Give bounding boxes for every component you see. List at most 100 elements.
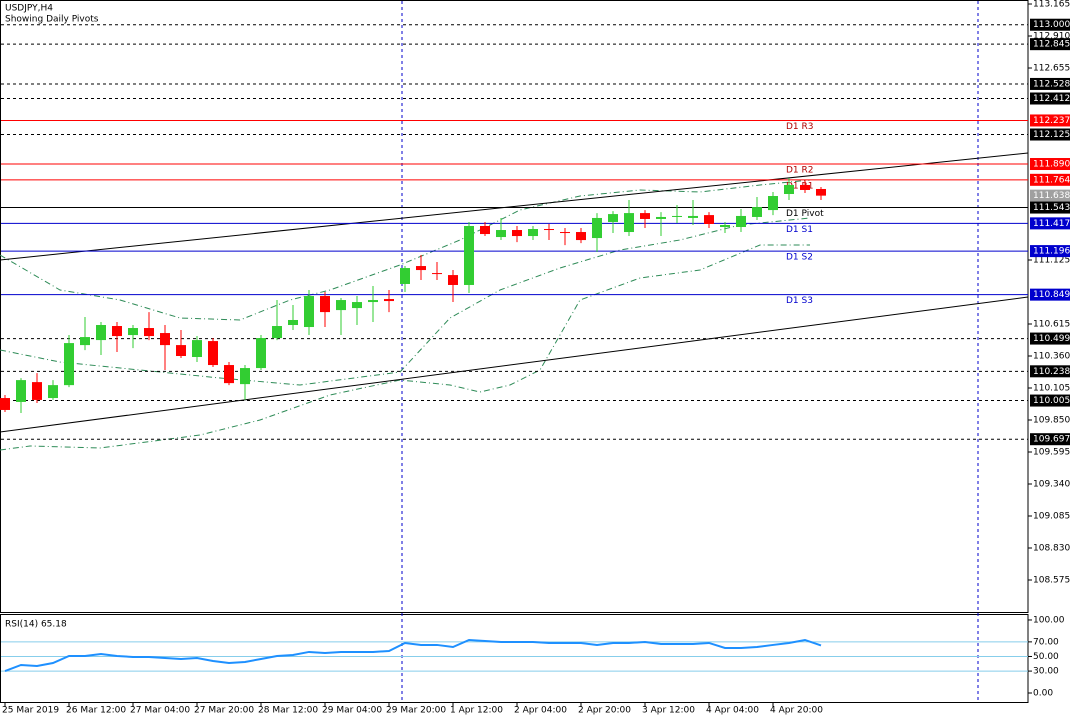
x-tick-label: 29 Mar 20:00 <box>386 706 446 716</box>
level-label: 110.499 <box>1033 334 1070 344</box>
level-label: 111.417 <box>1033 219 1070 229</box>
candle-body <box>368 300 378 303</box>
rsi-panel-frame <box>0 614 1029 703</box>
candle-body <box>640 213 650 219</box>
level-box <box>1030 217 1070 230</box>
candle-body <box>480 226 490 235</box>
rsi-y-tick-label: 100.00 <box>1033 615 1065 625</box>
candle-body <box>432 273 442 275</box>
level-label: 111.764 <box>1033 175 1070 185</box>
level-box <box>1030 128 1070 141</box>
x-tick-label: 25 Mar 2019 <box>2 706 59 716</box>
level-label: 112.845 <box>1033 40 1070 50</box>
level-label: 112.412 <box>1033 94 1070 104</box>
candle-body <box>128 328 138 336</box>
candle-body <box>192 340 202 358</box>
candle-body <box>240 368 250 385</box>
candle-body <box>448 275 458 285</box>
x-tick-label: 27 Mar 04:00 <box>130 706 190 716</box>
candle-body <box>528 229 538 237</box>
level-name: D1 R1 <box>786 181 814 191</box>
candle-body <box>96 325 106 341</box>
rsi-y-tick-label: 30.00 <box>1033 667 1059 677</box>
candle-body <box>608 214 618 222</box>
rsi-line <box>4 638 822 672</box>
level-label: 112.125 <box>1033 130 1070 140</box>
y-tick-label: 110.105 <box>1033 384 1070 394</box>
candle-body <box>320 296 330 313</box>
y-tick-label: 109.085 <box>1033 512 1070 522</box>
candle-body <box>784 184 794 195</box>
level-label: 112.237 <box>1033 116 1070 126</box>
level-label: 110.849 <box>1033 290 1070 300</box>
candle-body <box>304 296 314 328</box>
x-tick-label: 4 Apr 20:00 <box>770 706 823 716</box>
x-tick-label: 4 Apr 04:00 <box>706 706 759 716</box>
level-box <box>1030 189 1070 202</box>
level-box <box>1030 92 1070 105</box>
y-tick-label: 109.850 <box>1033 416 1070 426</box>
candle-body <box>16 380 26 402</box>
chart-title: USDJPY,H4 <box>5 4 53 14</box>
candle-body <box>288 319 298 326</box>
level-box <box>1030 433 1070 446</box>
y-tick-label: 109.595 <box>1033 448 1070 458</box>
y-tick-label: 110.615 <box>1033 320 1070 330</box>
candle-body <box>176 345 186 357</box>
rsi-y-tick-label: 0.00 <box>1033 688 1053 698</box>
candle-body <box>64 343 74 386</box>
level-box <box>1030 245 1070 258</box>
level-box <box>1030 365 1070 378</box>
candle-body <box>208 341 218 366</box>
level-box <box>1030 394 1070 407</box>
y-tick-label: 110.360 <box>1033 352 1070 362</box>
level-box <box>1030 18 1070 31</box>
level-box <box>1030 158 1070 171</box>
level-label: 111.890 <box>1033 160 1070 170</box>
candle-body <box>384 299 394 302</box>
level-name: D1 S2 <box>786 253 813 263</box>
trend-line <box>0 296 1029 433</box>
y-tick-label: 112.910 <box>1033 32 1070 42</box>
y-tick-label: 111.125 <box>1033 256 1070 266</box>
candle-body <box>720 224 730 228</box>
band-upper <box>0 179 811 321</box>
rsi-y-tick-label: 50.00 <box>1033 652 1059 662</box>
y-tick-label: 112.655 <box>1033 64 1070 74</box>
candle-body <box>688 215 698 218</box>
candle-body <box>144 328 154 337</box>
candle-body <box>624 213 634 233</box>
level-box <box>1030 38 1070 51</box>
level-name: D1 S1 <box>786 225 813 235</box>
level-box <box>1030 173 1070 186</box>
candle-body <box>752 207 762 217</box>
y-tick-label: 108.575 <box>1033 576 1070 586</box>
rsi-title: RSI(14) 65.18 <box>5 620 67 630</box>
x-tick-label: 2 Apr 04:00 <box>514 706 567 716</box>
level-label: 110.238 <box>1033 367 1070 377</box>
candle-body <box>800 184 810 190</box>
x-tick-label: 26 Mar 12:00 <box>66 706 126 716</box>
level-box <box>1030 288 1070 301</box>
candle-body <box>512 230 522 237</box>
candle-body <box>80 337 90 346</box>
x-tick-label: 28 Mar 12:00 <box>258 706 318 716</box>
candle-body <box>576 232 586 241</box>
candle-body <box>336 300 346 311</box>
candle-body <box>464 226 474 285</box>
rsi-y-tick-label: 70.00 <box>1033 637 1059 647</box>
level-box <box>1030 77 1070 90</box>
candle-body <box>560 232 570 234</box>
level-label: 113.000 <box>1033 20 1070 30</box>
level-label: 109.697 <box>1033 435 1070 445</box>
x-tick-label: 1 Apr 12:00 <box>450 706 503 716</box>
candle-body <box>352 302 362 309</box>
candle-body <box>704 215 714 224</box>
candle-body <box>496 230 506 238</box>
level-label: 112.528 <box>1033 79 1070 89</box>
candle-body <box>768 196 778 211</box>
chart-subtitle: Showing Daily Pivots <box>5 15 99 25</box>
candle-body <box>544 229 554 231</box>
